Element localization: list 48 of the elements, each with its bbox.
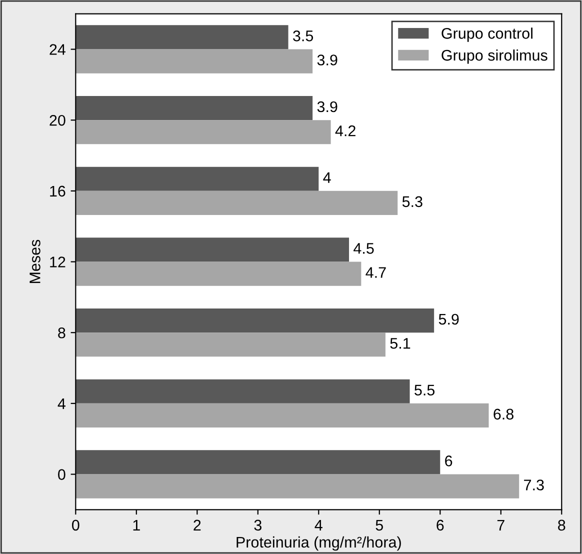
x-tick-label: 7 bbox=[497, 520, 504, 530]
y-tick-label: 4 bbox=[58, 398, 66, 409]
data-label: 5.3 bbox=[402, 196, 422, 208]
data-label: 5.9 bbox=[438, 314, 459, 325]
bar bbox=[76, 450, 440, 474]
y-tick-label: 12 bbox=[50, 256, 66, 268]
x-tick-label: 1 bbox=[133, 520, 140, 530]
x-tick-label: 6 bbox=[436, 520, 444, 531]
x-tick-label: 8 bbox=[558, 520, 566, 531]
data-label: 3.5 bbox=[293, 30, 314, 42]
x-axis-title: Proteinuria (mg/m²/hora) bbox=[236, 536, 401, 551]
y-tick-label: 16 bbox=[50, 186, 66, 197]
y-axis-title: Meses bbox=[30, 240, 40, 284]
bar bbox=[76, 49, 313, 74]
bar bbox=[76, 120, 331, 144]
x-tick-label: 2 bbox=[194, 520, 201, 530]
x-tick-label: 4 bbox=[314, 520, 322, 530]
bar bbox=[76, 96, 313, 120]
bar bbox=[76, 238, 350, 262]
bar bbox=[76, 262, 362, 286]
data-label: 6.8 bbox=[494, 408, 514, 420]
data-label: 3.9 bbox=[317, 54, 338, 66]
data-label: 7.3 bbox=[524, 480, 544, 490]
y-tick-label: 24 bbox=[50, 44, 66, 55]
data-label: 4.2 bbox=[335, 125, 356, 136]
data-label: 4.5 bbox=[354, 243, 374, 254]
bar bbox=[76, 166, 319, 191]
y-tick-label: 20 bbox=[50, 114, 66, 126]
legend-label: Grupo control bbox=[442, 28, 532, 42]
data-label: 5.1 bbox=[390, 338, 410, 349]
bar bbox=[76, 403, 489, 428]
bar bbox=[76, 190, 398, 216]
data-label: 4 bbox=[323, 172, 331, 183]
x-tick-label: 5 bbox=[376, 520, 383, 531]
y-tick-label: 8 bbox=[58, 327, 66, 338]
bar bbox=[76, 25, 288, 50]
legend-label: Grupo sirolimus bbox=[442, 49, 548, 64]
y-tick-label: 0 bbox=[58, 469, 66, 480]
data-label: 6 bbox=[445, 456, 452, 466]
data-label: 4.7 bbox=[366, 267, 386, 278]
x-tick-label: 0 bbox=[72, 520, 80, 531]
bar bbox=[76, 379, 410, 404]
bar bbox=[76, 332, 386, 357]
bar bbox=[76, 474, 520, 498]
data-label: 3.9 bbox=[317, 101, 338, 112]
bar bbox=[76, 308, 434, 333]
x-tick-label: 3 bbox=[254, 520, 262, 531]
data-label: 5.5 bbox=[414, 384, 435, 396]
